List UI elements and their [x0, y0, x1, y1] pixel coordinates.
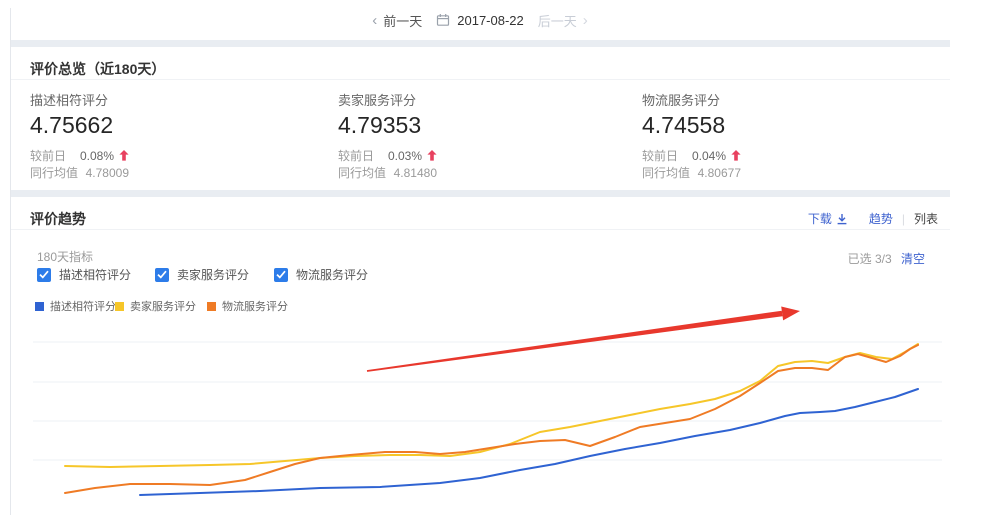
stat-label: 卖家服务评分: [338, 93, 417, 108]
trend-controls: 下载 趋势 | 列表: [808, 210, 938, 227]
checkbox-label: 描述相符评分: [59, 268, 132, 282]
date-picker[interactable]: 2017-08-22: [436, 13, 524, 28]
stat-score: 4.79353: [338, 112, 422, 138]
chevron-right-icon: ›: [582, 11, 588, 29]
legend-label: 卖家服务评分: [130, 301, 196, 313]
peer-avg-value: 4.80677: [697, 165, 741, 180]
chevron-left-icon: ‹: [372, 11, 378, 29]
stat-score: 4.74558: [642, 112, 726, 138]
stat-card-description-score: 描述相符评分 4.75662 较前日 0.08% 同行均值 4.78009: [30, 93, 129, 181]
up-arrow-icon: [119, 150, 129, 161]
view-separator: |: [901, 211, 905, 226]
stat-label: 描述相符评分: [30, 93, 109, 108]
checkbox-checked-icon: [155, 267, 169, 282]
peer-avg-label: 同行均值: [642, 166, 691, 180]
trend-title: 评价趋势: [30, 211, 86, 227]
next-day-button[interactable]: 后一天 ›: [538, 11, 588, 30]
filter-period-label: 180天指标: [37, 250, 94, 264]
selected-count: 已选 3/3: [847, 252, 892, 266]
checkbox-seller-service-score[interactable]: 卖家服务评分: [155, 266, 249, 283]
legend-label: 物流服务评分: [222, 301, 288, 313]
legend-label: 描述相符评分: [50, 301, 116, 313]
rating-overview-card: 评价总览（近180天） 描述相符评分 4.75662 较前日 0.08% 同行均…: [11, 47, 950, 190]
vs-prev-value: 0.08%: [79, 148, 114, 163]
overview-header: 评价总览（近180天）: [11, 47, 950, 80]
prev-day-button[interactable]: ‹ 前一天: [372, 11, 422, 30]
vs-prev-value: 0.03%: [387, 148, 422, 163]
checkbox-label: 物流服务评分: [296, 268, 369, 282]
clear-selection-button[interactable]: 清空: [900, 252, 925, 266]
overview-title: 评价总览（近180天）: [30, 61, 166, 77]
checkbox-logistics-score[interactable]: 物流服务评分: [274, 266, 368, 283]
up-arrow-icon: [731, 150, 741, 161]
checkbox-checked-icon: [274, 267, 288, 282]
up-arrow-icon: [427, 150, 437, 161]
tab-trend-view[interactable]: 趋势: [868, 212, 893, 226]
legend-item-logistics-score: 物流服务评分: [207, 298, 288, 314]
trend-line-chart[interactable]: [11, 300, 950, 515]
rating-trend-card: 评价趋势 下载 趋势 | 列表 180天指标 已选 3/3 清空: [11, 197, 950, 515]
section-divider: [11, 190, 950, 197]
vs-prev-label: 较前日: [642, 149, 679, 163]
legend-swatch-blue: [35, 301, 44, 311]
download-button[interactable]: 下载: [808, 210, 848, 227]
stat-label: 物流服务评分: [642, 93, 721, 108]
current-date: 2017-08-22: [457, 12, 524, 28]
checkbox-checked-icon: [37, 267, 51, 282]
legend-item-seller-service-score: 卖家服务评分: [115, 298, 196, 314]
download-icon: [837, 213, 847, 224]
vs-prev-label: 较前日: [338, 149, 375, 163]
download-label: 下载: [807, 212, 832, 226]
trend-header: 评价趋势 下载 趋势 | 列表: [11, 197, 950, 230]
selection-status: 已选 3/3 清空: [848, 250, 925, 267]
prev-day-label: 前一天: [383, 13, 423, 29]
date-nav-bar: ‹ 前一天 2017-08-22 后一天 ›: [0, 0, 960, 40]
peer-avg-label: 同行均值: [30, 166, 79, 180]
page-left-divider: [10, 8, 11, 515]
next-day-label: 后一天: [537, 13, 577, 29]
checkbox-description-score[interactable]: 描述相符评分: [37, 266, 131, 283]
vs-prev-label: 较前日: [30, 149, 67, 163]
vs-prev-value: 0.04%: [691, 148, 726, 163]
legend-swatch-yellow: [115, 301, 124, 311]
checkbox-label: 卖家服务评分: [177, 268, 250, 282]
section-divider: [11, 40, 950, 47]
peer-avg-label: 同行均值: [338, 166, 387, 180]
stat-card-logistics-score: 物流服务评分 4.74558 较前日 0.04% 同行均值 4.80677: [642, 93, 741, 181]
legend-item-description-score: 描述相符评分: [35, 298, 116, 314]
peer-avg-value: 4.78009: [85, 165, 129, 180]
calendar-icon: [436, 13, 450, 27]
legend-swatch-orange: [207, 301, 216, 311]
stat-score: 4.75662: [30, 112, 114, 138]
peer-avg-value: 4.81480: [393, 165, 437, 180]
stat-card-seller-service-score: 卖家服务评分 4.79353 较前日 0.03% 同行均值 4.81480: [338, 93, 437, 181]
tab-list-view[interactable]: 列表: [913, 212, 938, 226]
